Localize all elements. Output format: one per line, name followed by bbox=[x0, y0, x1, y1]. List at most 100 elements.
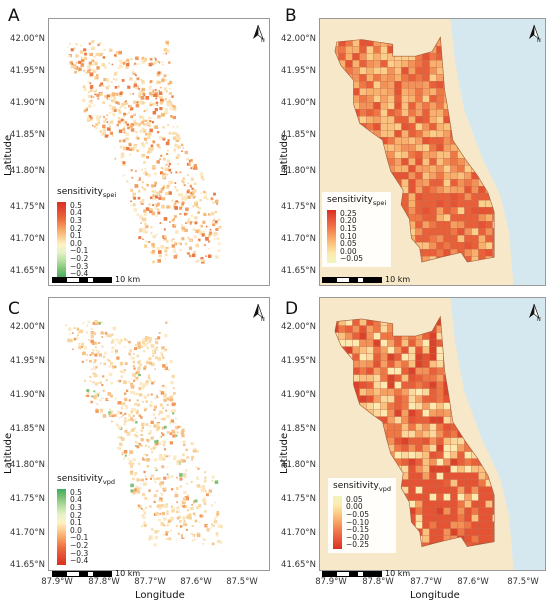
legend-label: −0.05 bbox=[340, 254, 363, 264]
legend-title: sensitivityvpd bbox=[57, 474, 115, 486]
lat-tick-label: 41.95°N bbox=[10, 356, 45, 366]
scale-label: 10 km bbox=[385, 569, 411, 578]
legend-label: −0.3 bbox=[70, 548, 89, 558]
panel-a: A N bbox=[0, 0, 275, 295]
lat-tick-label: 41.70°N bbox=[281, 528, 316, 538]
legend-label: 0.5 bbox=[70, 487, 82, 497]
legend-colorbar bbox=[333, 495, 342, 549]
legend-label: 0.2 bbox=[70, 223, 82, 233]
legend-label: 0.05 bbox=[346, 494, 363, 504]
legend-label: 0.10 bbox=[340, 231, 357, 241]
lon-tick-label: 87.7°W bbox=[410, 577, 442, 587]
svg-text:N: N bbox=[537, 317, 541, 323]
legend-label: 0.3 bbox=[70, 216, 82, 226]
lat-tick-label: 42.00°N bbox=[10, 34, 45, 44]
legend-label: 0.25 bbox=[340, 208, 357, 218]
legend-label: 0.3 bbox=[70, 503, 82, 513]
legend-label: 0.20 bbox=[340, 216, 357, 226]
panel-letter: A bbox=[8, 6, 20, 26]
lake-michigan bbox=[450, 298, 545, 570]
legend-colorbar bbox=[57, 201, 66, 278]
scale-label: 10 km bbox=[115, 275, 141, 284]
legend-label: 0.4 bbox=[70, 208, 82, 218]
lat-tick-label: 41.75°N bbox=[281, 494, 316, 504]
lat-tick-label: 41.80°N bbox=[10, 460, 45, 470]
x-axis-label-right: Longitude bbox=[410, 590, 460, 601]
scale-label: 10 km bbox=[115, 569, 141, 578]
legend-label: −0.1 bbox=[70, 533, 89, 543]
lat-tick-label: 41.65°N bbox=[281, 266, 316, 276]
scale-bar: 10 km bbox=[52, 569, 140, 578]
legend-label: 0.0 bbox=[70, 525, 82, 535]
svg-text:N: N bbox=[261, 317, 265, 323]
lat-tick-label: 41.65°N bbox=[281, 560, 316, 570]
legend: sensitivityspei 0.5 0.4 0.3 0.2 0.1 0.0 −0.1 −0.… bbox=[52, 184, 122, 282]
scale-bar: 10 km bbox=[52, 275, 140, 284]
scale-bar: 10 km bbox=[322, 275, 410, 284]
legend-label: −0.4 bbox=[70, 556, 89, 566]
lat-tick-label: 41.75°N bbox=[10, 202, 45, 212]
map-svg: N bbox=[66, 24, 265, 264]
lon-tick-label: 87.5°W bbox=[226, 577, 258, 587]
legend-title: sensitivityvpd bbox=[333, 481, 391, 493]
panel-b: B N bbox=[275, 0, 550, 295]
legend-label: 0.4 bbox=[70, 495, 82, 505]
lat-tick-label: 41.90°N bbox=[281, 390, 316, 400]
lat-tick-label: 41.95°N bbox=[10, 66, 45, 76]
city-boundary bbox=[334, 315, 495, 547]
lon-tick-label: 87.8°W bbox=[88, 577, 120, 587]
legend-label: −0.05 bbox=[346, 510, 369, 520]
north-arrow: N bbox=[253, 24, 265, 44]
panel-letter: B bbox=[285, 6, 297, 26]
map-area: N bbox=[48, 297, 270, 571]
panel-letter: C bbox=[8, 299, 20, 319]
legend-label: 0.00 bbox=[340, 246, 357, 256]
lat-tick-label: 41.75°N bbox=[281, 202, 316, 212]
svg-text:N: N bbox=[261, 38, 265, 44]
lon-tick-label: 87.9°W bbox=[41, 577, 73, 587]
lat-tick-label: 42.00°N bbox=[10, 322, 45, 332]
lat-tick-label: 42.00°N bbox=[281, 322, 316, 332]
legend-colorbar bbox=[57, 488, 66, 565]
lat-tick-label: 41.90°N bbox=[10, 98, 45, 108]
legend-label: 0.00 bbox=[346, 502, 363, 512]
lat-tick-label: 41.85°N bbox=[10, 130, 45, 140]
lon-tick-label: 87.8°W bbox=[362, 577, 394, 587]
legend: sensitivityvpd 0.05 0.00 −0.05 −0.10 −0.15 −0.… bbox=[328, 478, 396, 553]
legend-label: −0.25 bbox=[346, 540, 369, 550]
north-arrow: N bbox=[253, 303, 265, 323]
lat-tick-label: 41.75°N bbox=[10, 494, 45, 504]
tree-pixels bbox=[65, 320, 223, 548]
lon-tick-label: 87.7°W bbox=[134, 577, 166, 587]
lon-tick-label: 87.9°W bbox=[315, 577, 347, 587]
lat-tick-label: 41.70°N bbox=[281, 234, 316, 244]
lat-tick-label: 41.85°N bbox=[281, 424, 316, 434]
panel-d: D N bbox=[275, 295, 550, 606]
legend-label: 0.5 bbox=[70, 200, 82, 210]
panel-c: C N bbox=[0, 295, 275, 606]
scale-label: 10 km bbox=[385, 275, 411, 284]
legend-label: −0.2 bbox=[70, 541, 89, 551]
x-axis-label-left: Longitude bbox=[135, 590, 185, 601]
lat-tick-label: 41.65°N bbox=[10, 266, 45, 276]
scale-bar: 10 km bbox=[322, 569, 410, 578]
lat-tick-label: 41.85°N bbox=[281, 130, 316, 140]
city-boundary bbox=[334, 36, 495, 263]
lat-tick-label: 41.80°N bbox=[281, 166, 316, 176]
north-arrow: N bbox=[529, 303, 541, 323]
legend-label: 0.05 bbox=[340, 239, 357, 249]
legend-label: −0.20 bbox=[346, 532, 369, 542]
lat-tick-label: 41.85°N bbox=[10, 424, 45, 434]
panel-letter: D bbox=[285, 299, 299, 319]
lat-tick-label: 41.70°N bbox=[10, 528, 45, 538]
lat-tick-label: 41.70°N bbox=[10, 234, 45, 244]
legend-label: 0.0 bbox=[70, 238, 82, 248]
lat-tick-label: 41.80°N bbox=[10, 166, 45, 176]
map-area: N bbox=[319, 297, 546, 571]
legend-label: −0.1 bbox=[70, 246, 89, 256]
legend-title: sensitivityspei bbox=[57, 187, 117, 199]
lat-tick-label: 41.90°N bbox=[281, 98, 316, 108]
legend-label: −0.4 bbox=[70, 269, 89, 279]
legend-label: −0.3 bbox=[70, 261, 89, 271]
svg-text:N: N bbox=[537, 38, 541, 44]
